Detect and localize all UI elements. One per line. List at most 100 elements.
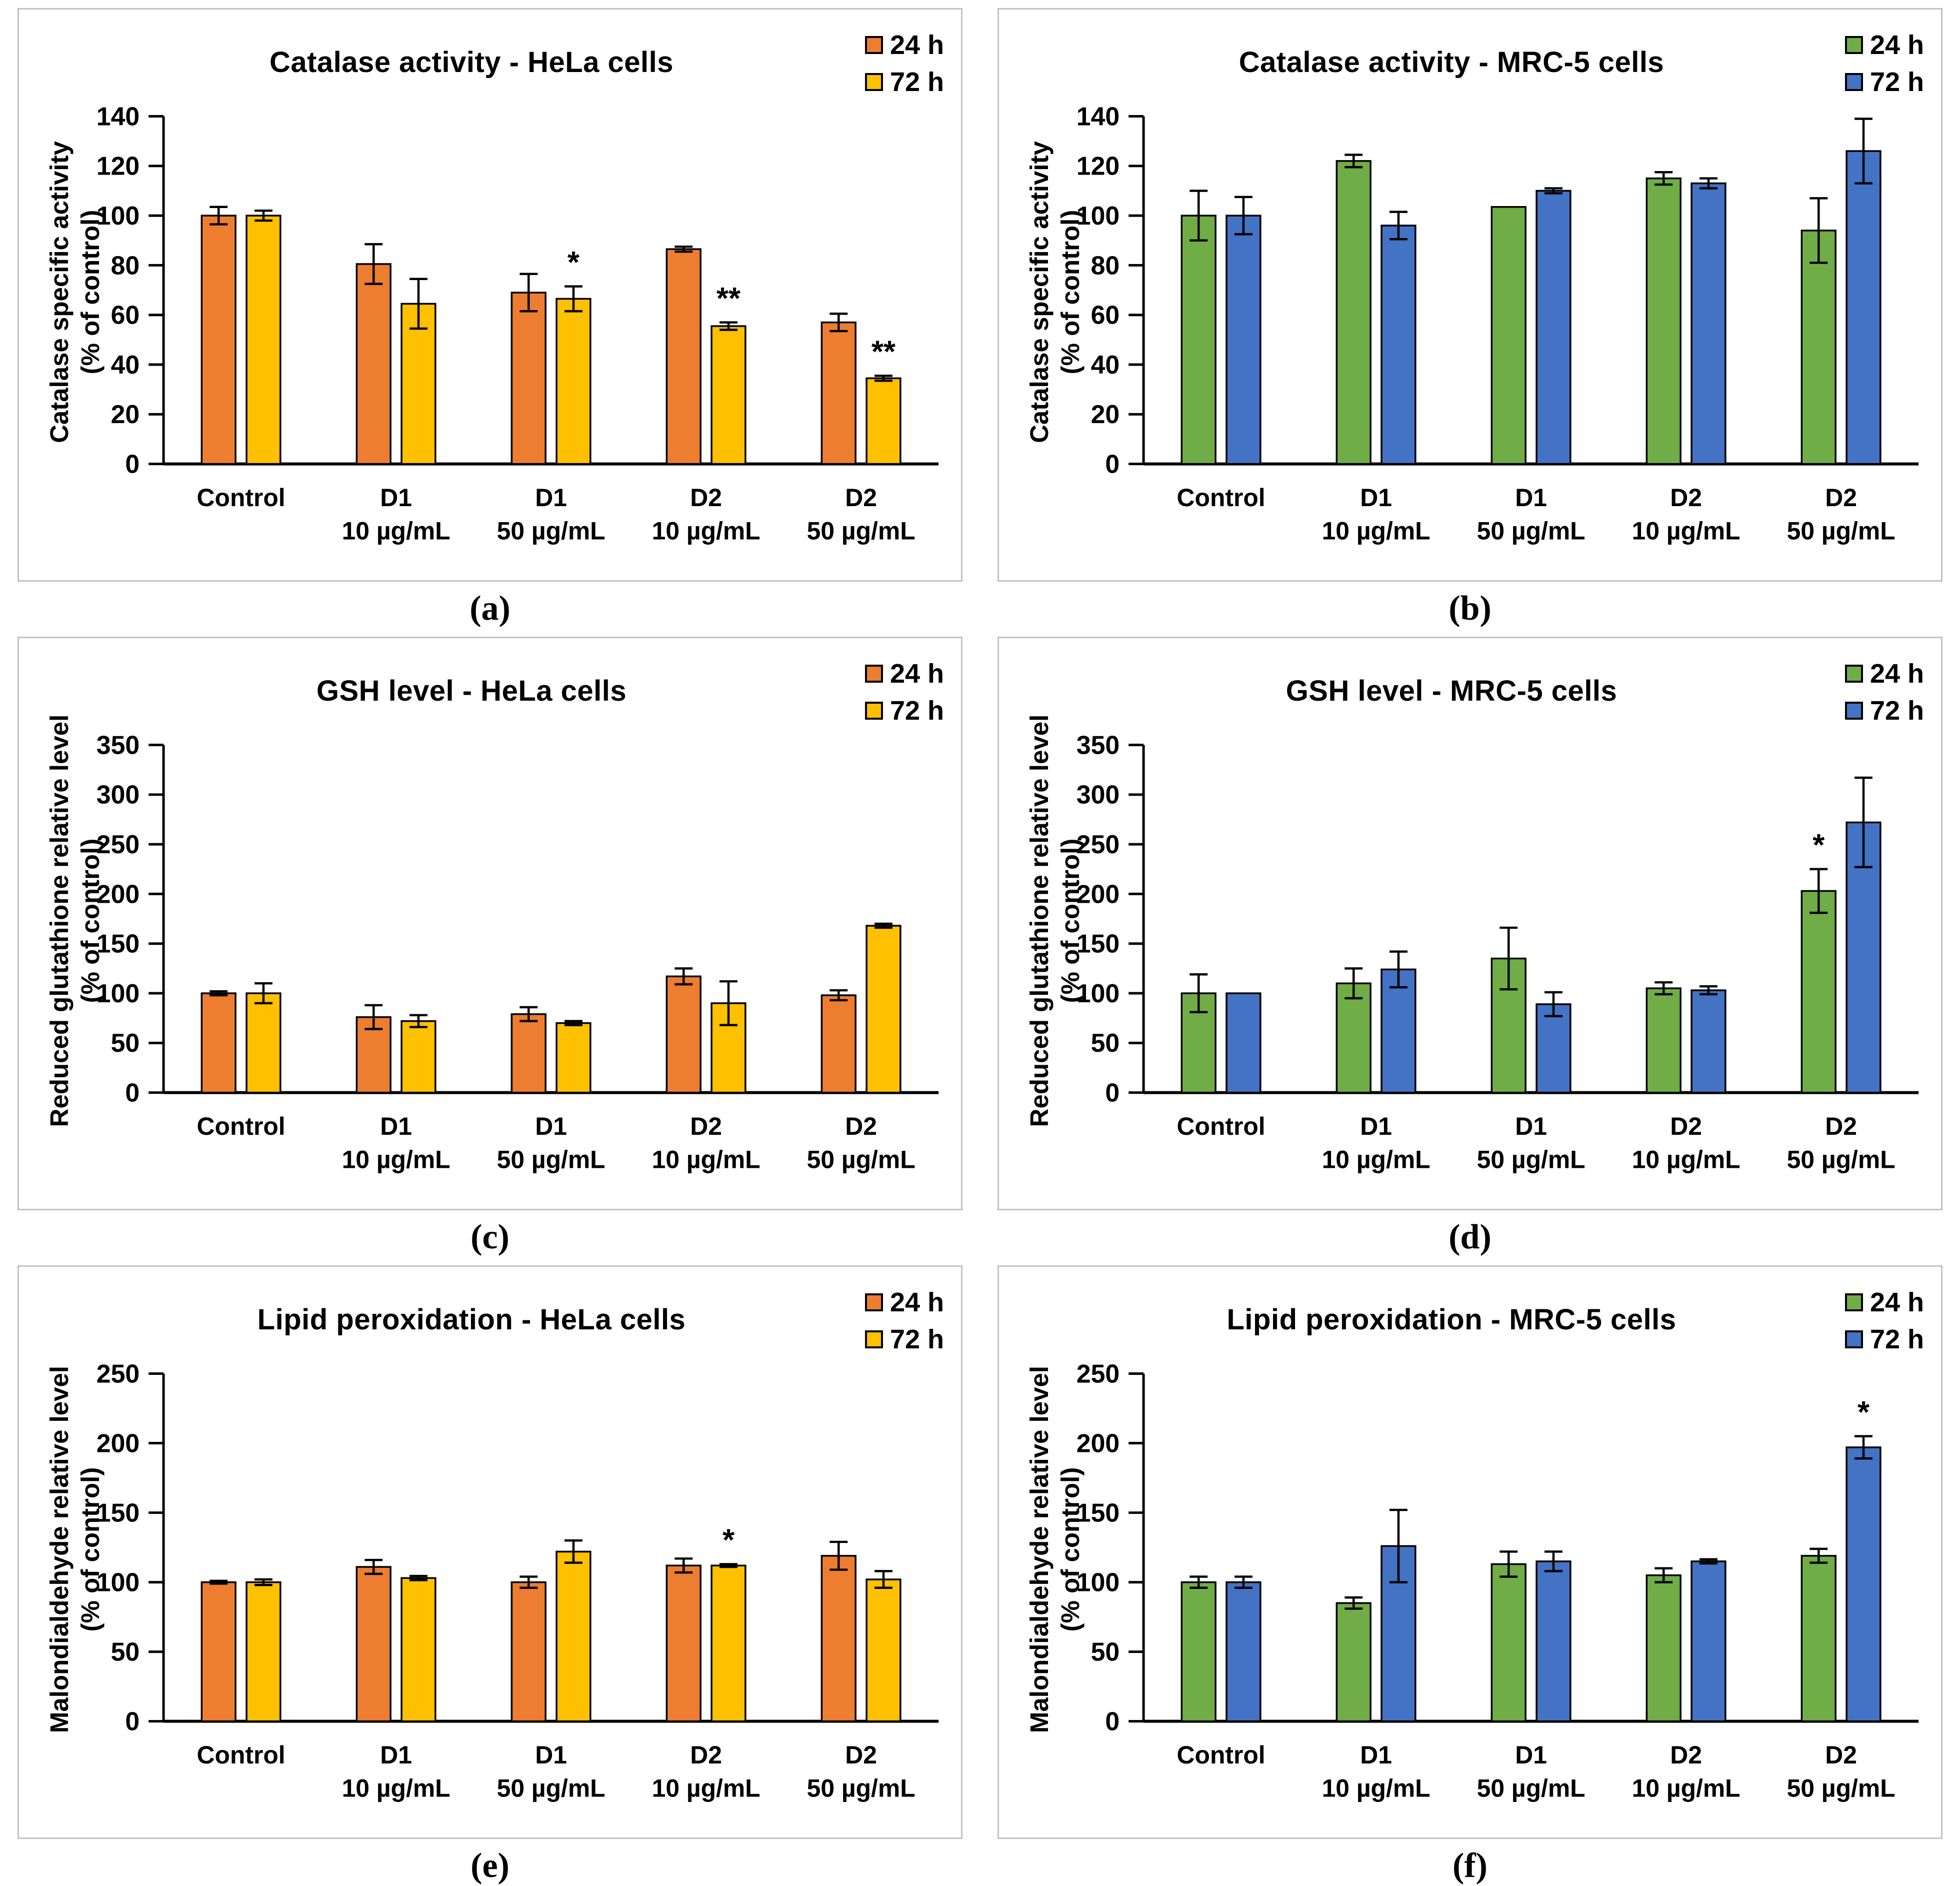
legend-swatch-72h-icon [864, 702, 883, 720]
svg-text:50 µg/mL: 50 µg/mL [1787, 517, 1896, 545]
svg-text:150: 150 [96, 1498, 140, 1527]
legend-label-24h: 24 h [890, 659, 944, 689]
svg-text:D1: D1 [1515, 1741, 1547, 1769]
svg-text:*: * [1858, 1395, 1870, 1429]
svg-text:60: 60 [1091, 301, 1120, 330]
legend-label-24h: 24 h [1870, 1287, 1924, 1317]
legend-swatch-72h-icon [1844, 702, 1863, 720]
svg-text:100: 100 [1076, 979, 1120, 1008]
svg-text:50 µg/mL: 50 µg/mL [1477, 1774, 1586, 1802]
svg-text:200: 200 [1076, 1428, 1120, 1457]
panel-f-letter: (f) [1452, 1846, 1488, 1885]
svg-text:50 µg/mL: 50 µg/mL [1477, 1146, 1586, 1174]
svg-text:D2: D2 [690, 1741, 722, 1769]
panel-b: Catalase activity - MRC-5 cells 24 h 72 … [980, 0, 1960, 629]
svg-text:120: 120 [1076, 152, 1120, 181]
svg-text:50 µg/mL: 50 µg/mL [1477, 517, 1586, 545]
svg-text:40: 40 [111, 350, 140, 379]
svg-text:D2: D2 [1825, 1741, 1857, 1769]
svg-text:10 µg/mL: 10 µg/mL [652, 517, 760, 545]
legend-label-72h: 72 h [890, 696, 944, 726]
svg-text:D1: D1 [1360, 1112, 1392, 1140]
svg-text:250: 250 [1076, 1359, 1120, 1388]
svg-text:D2: D2 [845, 1112, 877, 1140]
chart-f-plot-area: 0 50 100 150 200 250 Control D1 10 µg/mL D1 50 µg/… [1076, 1359, 1919, 1802]
svg-text:Control: Control [197, 484, 286, 512]
svg-text:Control: Control [1177, 1112, 1266, 1140]
chart-f-legend: 24 h 72 h [1844, 1287, 1924, 1353]
panel-f: Lipid peroxidation - MRC-5 cells 24 h 72… [980, 1257, 1960, 1886]
svg-text:Control: Control [197, 1741, 286, 1769]
chart-a-title: Catalase activity - HeLa cells [269, 46, 674, 79]
legend-label-72h: 72 h [890, 1324, 944, 1354]
svg-text:0: 0 [125, 1078, 140, 1107]
svg-text:50: 50 [1091, 1028, 1120, 1057]
chart-f-title: Lipid peroxidation - MRC-5 cells [1226, 1303, 1676, 1336]
svg-text:40: 40 [1091, 350, 1120, 379]
legend-item-72h: 72 h [864, 1324, 944, 1354]
svg-text:50 µg/mL: 50 µg/mL [497, 517, 606, 545]
chart-c-title: GSH level - HeLa cells [316, 675, 627, 707]
legend-label-72h: 72 h [890, 67, 944, 97]
legend-item-24h: 24 h [1844, 30, 1924, 60]
svg-text:D2: D2 [845, 484, 877, 512]
svg-text:D2: D2 [1670, 1741, 1702, 1769]
legend-swatch-24h-icon [864, 1293, 883, 1311]
svg-text:50 µg/mL: 50 µg/mL [497, 1146, 606, 1174]
svg-text:140: 140 [96, 102, 140, 131]
chart-d-legend: 24 h 72 h [1844, 659, 1924, 724]
svg-text:80: 80 [1091, 251, 1120, 280]
legend-swatch-24h-icon [1844, 665, 1863, 683]
legend-swatch-24h-icon [864, 36, 883, 54]
svg-text:Control: Control [197, 1112, 286, 1140]
chart-e-plot-area: 0 50 100 150 200 250 Control D1 10 µg/mL D1 50 µg/… [96, 1359, 939, 1802]
svg-text:200: 200 [96, 879, 140, 908]
svg-text:150: 150 [1076, 929, 1120, 958]
legend-swatch-72h-icon [864, 1330, 883, 1348]
svg-text:20: 20 [1091, 400, 1120, 429]
panel-d-letter: (d) [1448, 1218, 1492, 1256]
svg-text:250: 250 [96, 830, 140, 859]
legend-swatch-24h-icon [1844, 1293, 1863, 1311]
legend-item-72h: 72 h [1844, 1326, 1924, 1353]
svg-text:D1: D1 [535, 1741, 567, 1769]
legend-label-24h: 24 h [890, 1287, 944, 1317]
svg-text:200: 200 [1076, 879, 1120, 908]
svg-text:10 µg/mL: 10 µg/mL [342, 1146, 450, 1174]
svg-text:10 µg/mL: 10 µg/mL [1632, 1774, 1740, 1802]
svg-text:10 µg/mL: 10 µg/mL [1632, 517, 1740, 545]
chart-c-legend: 24 h 72 h [864, 659, 944, 726]
legend-label-72h: 72 h [1870, 67, 1924, 97]
legend-item-72h: 72 h [1844, 67, 1924, 97]
svg-text:D2: D2 [690, 1112, 722, 1140]
svg-text:10 µg/mL: 10 µg/mL [652, 1774, 760, 1802]
legend-label-24h: 24 h [1870, 30, 1924, 60]
panel-d: GSH level - MRC-5 cells 24 h 72 h Reduce… [980, 629, 1960, 1257]
legend-label-24h: 24 h [1870, 659, 1924, 689]
legend-swatch-72h-icon [1844, 73, 1863, 91]
svg-text:300: 300 [96, 780, 140, 809]
chart-f: Lipid peroxidation - MRC-5 cells 24 h 72… [998, 1265, 1942, 1839]
legend-swatch-24h-icon [1844, 36, 1863, 54]
svg-text:Control: Control [1177, 1741, 1266, 1769]
legend-item-24h: 24 h [1844, 659, 1924, 689]
legend-item-72h: 72 h [864, 696, 944, 726]
svg-text:150: 150 [1076, 1498, 1120, 1527]
svg-text:50 µg/mL: 50 µg/mL [497, 1774, 606, 1802]
svg-text:50 µg/mL: 50 µg/mL [1787, 1146, 1896, 1174]
legend-item-24h: 24 h [864, 32, 944, 59]
chart-e-legend: 24 h 72 h [864, 1287, 944, 1354]
svg-text:140: 140 [1076, 102, 1120, 131]
svg-text:0: 0 [1105, 1078, 1120, 1107]
svg-text:0: 0 [125, 450, 140, 479]
panel-c: GSH level - HeLa cells 24 h 72 h Reduced… [0, 629, 980, 1257]
chart-a-legend: 24 h 72 h [864, 32, 944, 97]
svg-text:100: 100 [1076, 201, 1120, 230]
svg-text:50 µg/mL: 50 µg/mL [1787, 1774, 1896, 1802]
panel-e: Lipid peroxidation - HeLa cells 24 h 72 … [0, 1257, 980, 1886]
svg-text:D1: D1 [1515, 484, 1547, 512]
svg-text:D2: D2 [1670, 484, 1702, 512]
svg-text:0: 0 [1105, 450, 1120, 479]
chart-b-title: Catalase activity - MRC-5 cells [1238, 46, 1664, 79]
svg-text:100: 100 [1076, 1568, 1120, 1597]
